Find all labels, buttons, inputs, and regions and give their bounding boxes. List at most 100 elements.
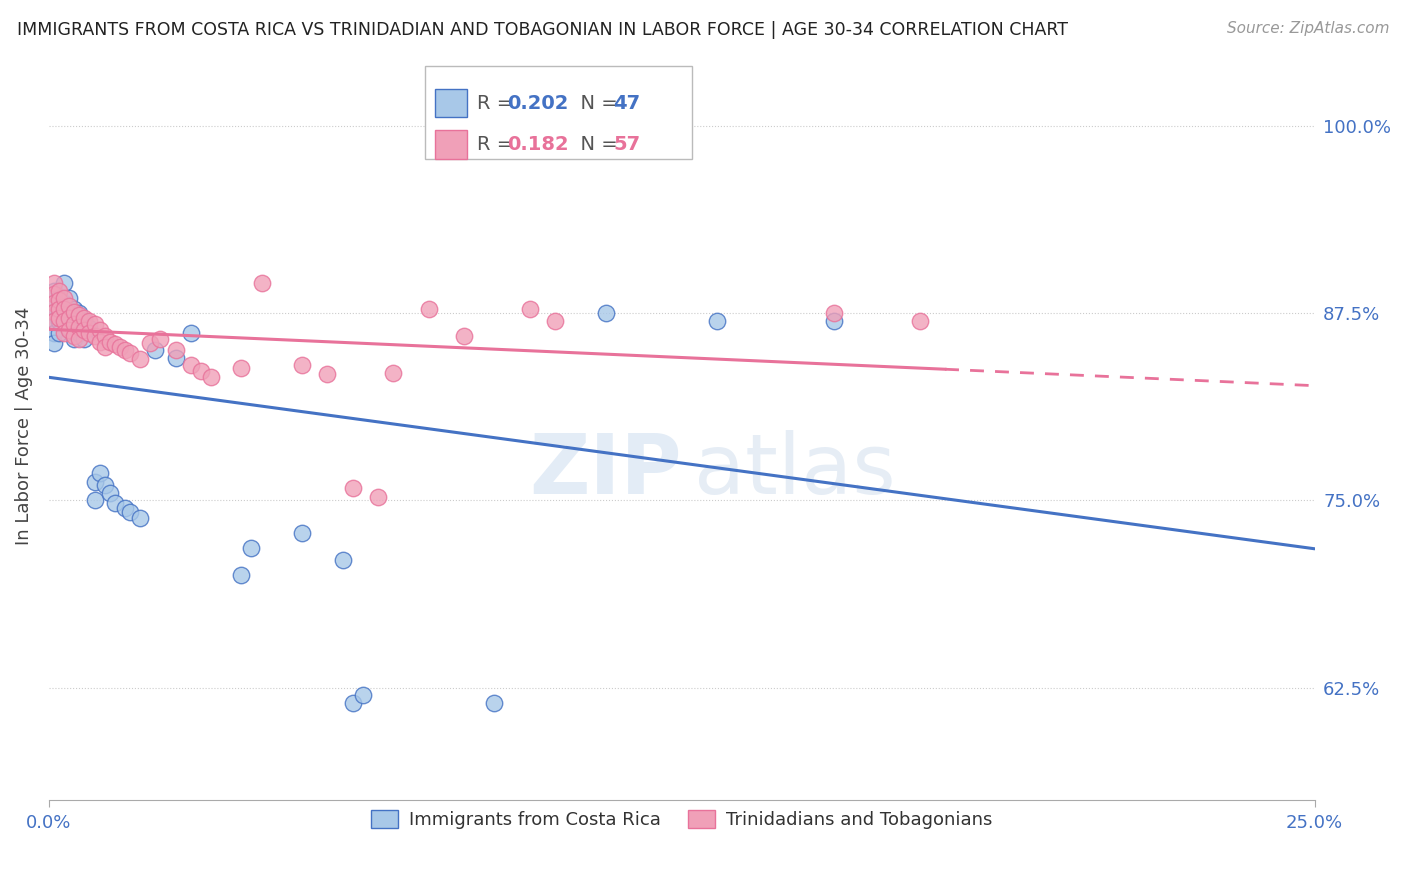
Point xyxy=(67,308,90,322)
Point xyxy=(58,310,80,325)
Point xyxy=(48,293,70,307)
Point xyxy=(63,304,86,318)
Point xyxy=(89,322,111,336)
Text: N =: N = xyxy=(568,135,624,154)
Point xyxy=(250,276,273,290)
Point xyxy=(240,541,263,556)
Point xyxy=(484,696,506,710)
Text: ZIP: ZIP xyxy=(529,430,682,511)
Point xyxy=(706,313,728,327)
Point xyxy=(114,500,136,515)
Legend: Immigrants from Costa Rica, Trinidadians and Tobagonians: Immigrants from Costa Rica, Trinidadians… xyxy=(364,803,1000,836)
Point xyxy=(48,301,70,316)
Point xyxy=(48,284,70,298)
Point xyxy=(42,276,65,290)
Point xyxy=(98,334,121,349)
Point xyxy=(53,276,76,290)
Text: 0.182: 0.182 xyxy=(508,135,569,154)
Point xyxy=(73,310,96,325)
Point xyxy=(342,482,364,496)
Point xyxy=(58,321,80,335)
Point xyxy=(63,331,86,345)
Point xyxy=(42,326,65,340)
Text: 47: 47 xyxy=(613,94,641,112)
Point xyxy=(79,326,101,340)
Point xyxy=(67,331,90,345)
Point xyxy=(63,317,86,331)
Point xyxy=(114,343,136,358)
Point xyxy=(104,337,127,351)
Point xyxy=(83,328,105,343)
Point xyxy=(83,475,105,490)
Text: R =: R = xyxy=(477,135,519,154)
Point xyxy=(190,364,212,378)
FancyBboxPatch shape xyxy=(434,89,467,118)
Point xyxy=(93,341,115,355)
Point xyxy=(93,328,115,343)
Point xyxy=(93,478,115,492)
Point xyxy=(48,326,70,340)
Point xyxy=(53,310,76,325)
Point xyxy=(519,301,541,316)
Point xyxy=(129,352,152,367)
Point xyxy=(180,359,202,373)
Point xyxy=(58,306,80,320)
Point xyxy=(48,313,70,327)
Point xyxy=(42,286,65,301)
Point xyxy=(149,331,172,345)
Point xyxy=(58,299,80,313)
Point xyxy=(79,321,101,335)
Point xyxy=(231,361,253,376)
Point xyxy=(823,313,845,327)
Point xyxy=(367,491,389,505)
Y-axis label: In Labor Force | Age 30-34: In Labor Force | Age 30-34 xyxy=(15,306,32,545)
Point xyxy=(823,306,845,320)
Text: N =: N = xyxy=(568,94,624,112)
Point xyxy=(165,351,187,365)
Text: 57: 57 xyxy=(613,135,641,154)
Point xyxy=(73,313,96,327)
Point xyxy=(67,306,90,320)
Point xyxy=(352,688,374,702)
Point xyxy=(342,696,364,710)
Point xyxy=(382,366,405,380)
Point xyxy=(73,322,96,336)
Point xyxy=(42,306,65,320)
Point xyxy=(63,317,86,331)
Point xyxy=(42,336,65,351)
Text: R =: R = xyxy=(477,94,519,112)
Text: IMMIGRANTS FROM COSTA RICA VS TRINIDADIAN AND TOBAGONIAN IN LABOR FORCE | AGE 30: IMMIGRANTS FROM COSTA RICA VS TRINIDADIA… xyxy=(17,21,1069,39)
Point xyxy=(48,291,70,305)
Point xyxy=(595,306,617,320)
Point xyxy=(79,313,101,327)
Point xyxy=(291,526,314,541)
Point xyxy=(42,284,65,298)
Point xyxy=(63,328,86,343)
Point xyxy=(58,322,80,336)
Text: 0.202: 0.202 xyxy=(508,94,568,112)
Point xyxy=(63,301,86,316)
Point xyxy=(89,334,111,349)
FancyBboxPatch shape xyxy=(425,66,692,160)
Point xyxy=(118,505,141,519)
Point xyxy=(42,304,65,318)
Point xyxy=(67,326,90,340)
Point xyxy=(180,326,202,340)
Point xyxy=(231,568,253,582)
Point xyxy=(42,313,65,327)
Point xyxy=(42,299,65,313)
Point xyxy=(143,343,166,358)
Text: Source: ZipAtlas.com: Source: ZipAtlas.com xyxy=(1226,21,1389,37)
Point xyxy=(165,343,187,358)
Point xyxy=(118,346,141,360)
Point xyxy=(494,119,516,133)
Point xyxy=(58,291,80,305)
Point xyxy=(544,313,567,327)
Point xyxy=(83,317,105,331)
Point xyxy=(53,295,76,310)
Point xyxy=(53,291,76,305)
Point xyxy=(53,326,76,340)
Point xyxy=(418,301,440,316)
Point xyxy=(332,553,354,567)
FancyBboxPatch shape xyxy=(434,130,467,159)
